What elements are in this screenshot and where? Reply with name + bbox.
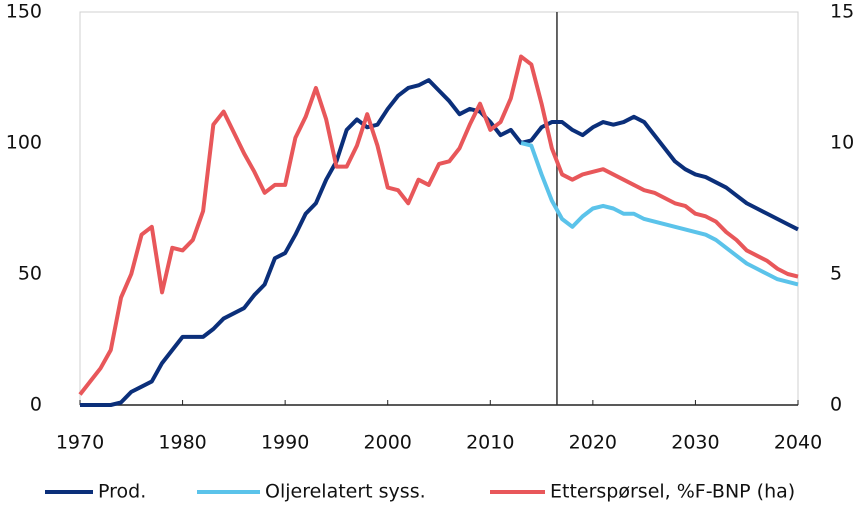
- y-tick-label: 100: [6, 132, 42, 154]
- x-tick-label: 2020: [569, 432, 617, 454]
- x-tick-label: 2010: [466, 432, 514, 454]
- y2-tick-label: 15: [830, 1, 854, 23]
- y2-tick-label: 5: [830, 263, 842, 285]
- legend-label: Etterspørsel, %F-BNP (ha): [550, 481, 795, 503]
- x-tick-label: 1970: [56, 432, 104, 454]
- y-tick-label: 150: [6, 1, 42, 23]
- x-tick-label: 1990: [261, 432, 309, 454]
- x-tick-label: 1980: [158, 432, 206, 454]
- x-tick-label: 2030: [671, 432, 719, 454]
- series-line: [78, 54, 799, 396]
- series-line: [520, 141, 799, 287]
- x-tick-label: 2040: [774, 432, 822, 454]
- y2-tick-label: 10: [830, 132, 854, 154]
- legend-label: Oljerelatert syss.: [265, 481, 426, 503]
- x-tick-label: 2000: [364, 432, 412, 454]
- y2-tick-label: 0: [830, 394, 842, 416]
- legend-label: Prod.: [98, 481, 146, 503]
- y-tick-label: 0: [30, 394, 42, 416]
- series-line: [80, 78, 799, 407]
- y-tick-label: 50: [18, 263, 42, 285]
